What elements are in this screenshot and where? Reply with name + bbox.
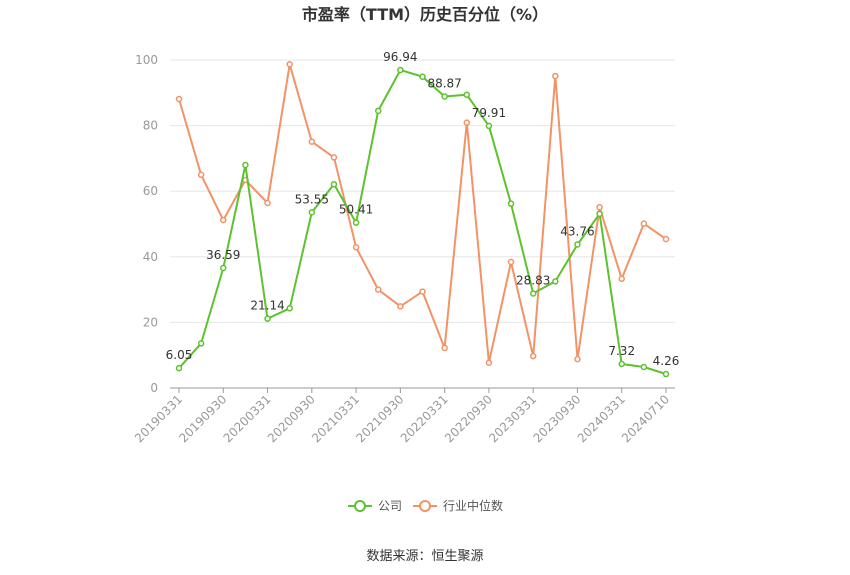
data-point [640, 363, 648, 371]
y-tick-label: 100 [135, 53, 158, 67]
data-point [220, 216, 227, 224]
data-point [308, 209, 316, 216]
data-point [286, 305, 293, 312]
data-point [485, 122, 493, 130]
data-point [640, 220, 648, 227]
data-point [441, 344, 448, 352]
data-point [175, 364, 183, 372]
data-point [662, 370, 670, 378]
data-point [596, 210, 603, 218]
legend-marker [419, 500, 431, 512]
data-point [552, 72, 559, 80]
chart-title: 市盈率（TTM）历史百分位（%） [302, 5, 548, 24]
data-point [242, 161, 249, 169]
data-point [441, 93, 448, 100]
y-tick-label: 40 [143, 250, 158, 264]
data-point [419, 73, 426, 80]
data-point [330, 154, 338, 161]
data-point [574, 241, 581, 248]
data-point [529, 290, 537, 297]
data-point [463, 119, 471, 126]
y-tick-label: 0 [150, 381, 158, 395]
data-point [552, 278, 559, 285]
data-point [485, 359, 493, 366]
data-point [220, 264, 227, 272]
data-point [308, 138, 316, 145]
data-point [618, 360, 625, 368]
data-point [507, 200, 515, 207]
y-tick-label: 80 [143, 119, 158, 133]
data-point [352, 219, 360, 226]
data-label: 43.76 [560, 224, 594, 238]
y-tick-label: 20 [143, 315, 158, 329]
data-point [618, 275, 625, 283]
legend-item[interactable]: 公司 [348, 499, 402, 513]
data-label: 53.55 [295, 192, 329, 206]
legend-label: 公司 [378, 499, 402, 513]
data-point [574, 355, 581, 363]
data-point [175, 95, 183, 103]
data-point [662, 235, 670, 243]
data-point [197, 171, 205, 179]
y-tick-label: 60 [143, 184, 158, 198]
legend-label: 行业中位数 [443, 498, 503, 513]
data-point [374, 286, 382, 293]
series-layer [175, 61, 670, 378]
source-note: 数据来源：恒生聚源 [366, 549, 483, 564]
legend-marker [354, 500, 366, 512]
data-labels: 6.05 36.59 21.14 53.55 50.41 96.94 88.87 79.91 2… [166, 50, 680, 368]
data-point [397, 66, 404, 74]
data-label: 21.14 [250, 299, 284, 313]
data-point [374, 107, 382, 115]
data-point [463, 91, 471, 99]
data-label: 4.26 [653, 354, 680, 368]
data-point [197, 340, 205, 347]
data-point [596, 204, 603, 211]
data-point [529, 352, 537, 360]
data-point [264, 199, 271, 207]
data-label: 28.83 [516, 273, 550, 287]
data-point [397, 303, 404, 310]
data-point [286, 61, 293, 68]
data-label: 96.94 [383, 50, 417, 64]
data-label: 88.87 [427, 77, 461, 91]
data-label: 79.91 [472, 106, 506, 120]
data-point [419, 288, 426, 295]
grid-lines [170, 59, 675, 323]
data-point [330, 181, 338, 188]
data-label: 36.59 [206, 248, 240, 262]
data-label: 6.05 [166, 348, 193, 362]
data-point [264, 315, 271, 322]
legend[interactable]: 公司 行业中位数 [348, 498, 503, 513]
data-point [507, 258, 515, 266]
data-label: 7.32 [608, 344, 635, 358]
data-point [352, 244, 360, 251]
x-tick-label: 20240710 [619, 392, 672, 445]
legend-item[interactable]: 行业中位数 [413, 498, 503, 513]
series-line-0 [178, 69, 667, 375]
data-label: 50.41 [339, 203, 373, 217]
